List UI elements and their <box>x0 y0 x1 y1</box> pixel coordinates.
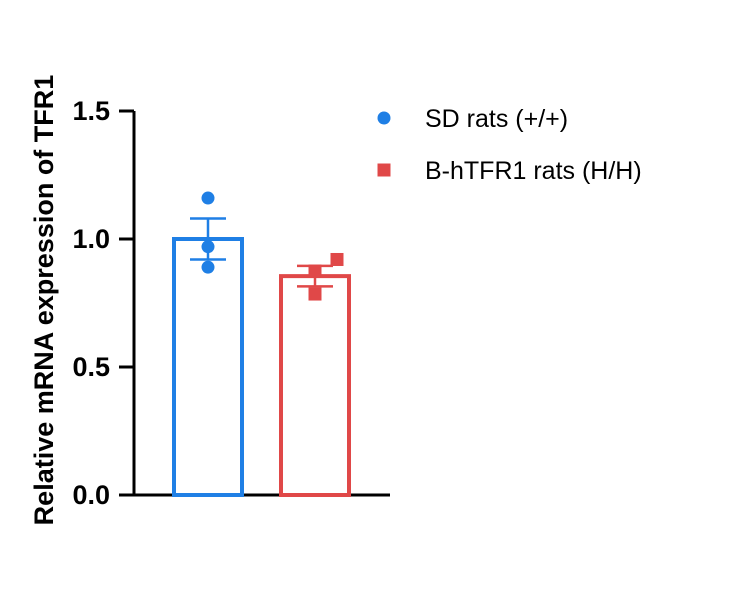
bar <box>279 274 351 497</box>
y-tick-label: 1.0 <box>72 224 110 254</box>
y-tick-label: 0.0 <box>72 480 110 510</box>
y-axis-label: Relative mRNA expression of TFR1 <box>29 75 59 526</box>
legend-marker <box>377 111 391 125</box>
legend: SD rats (+/+) B-hTFR1 rats (H/H) <box>377 105 642 185</box>
data-point <box>308 264 322 278</box>
y-ticks: 0.0 0.5 1.0 1.5 <box>72 96 134 510</box>
bar <box>172 237 244 497</box>
legend-label: SD rats (+/+) <box>425 105 568 133</box>
data-point <box>201 260 215 274</box>
data-point <box>330 252 344 266</box>
data-point <box>201 240 215 254</box>
y-tick-label: 0.5 <box>72 352 110 382</box>
legend-label: B-hTFR1 rats (H/H) <box>425 157 642 185</box>
legend-marker <box>377 163 391 177</box>
data-point <box>201 191 215 205</box>
series-layer <box>172 191 351 497</box>
y-tick-label: 1.5 <box>72 96 110 126</box>
data-point <box>308 287 322 301</box>
